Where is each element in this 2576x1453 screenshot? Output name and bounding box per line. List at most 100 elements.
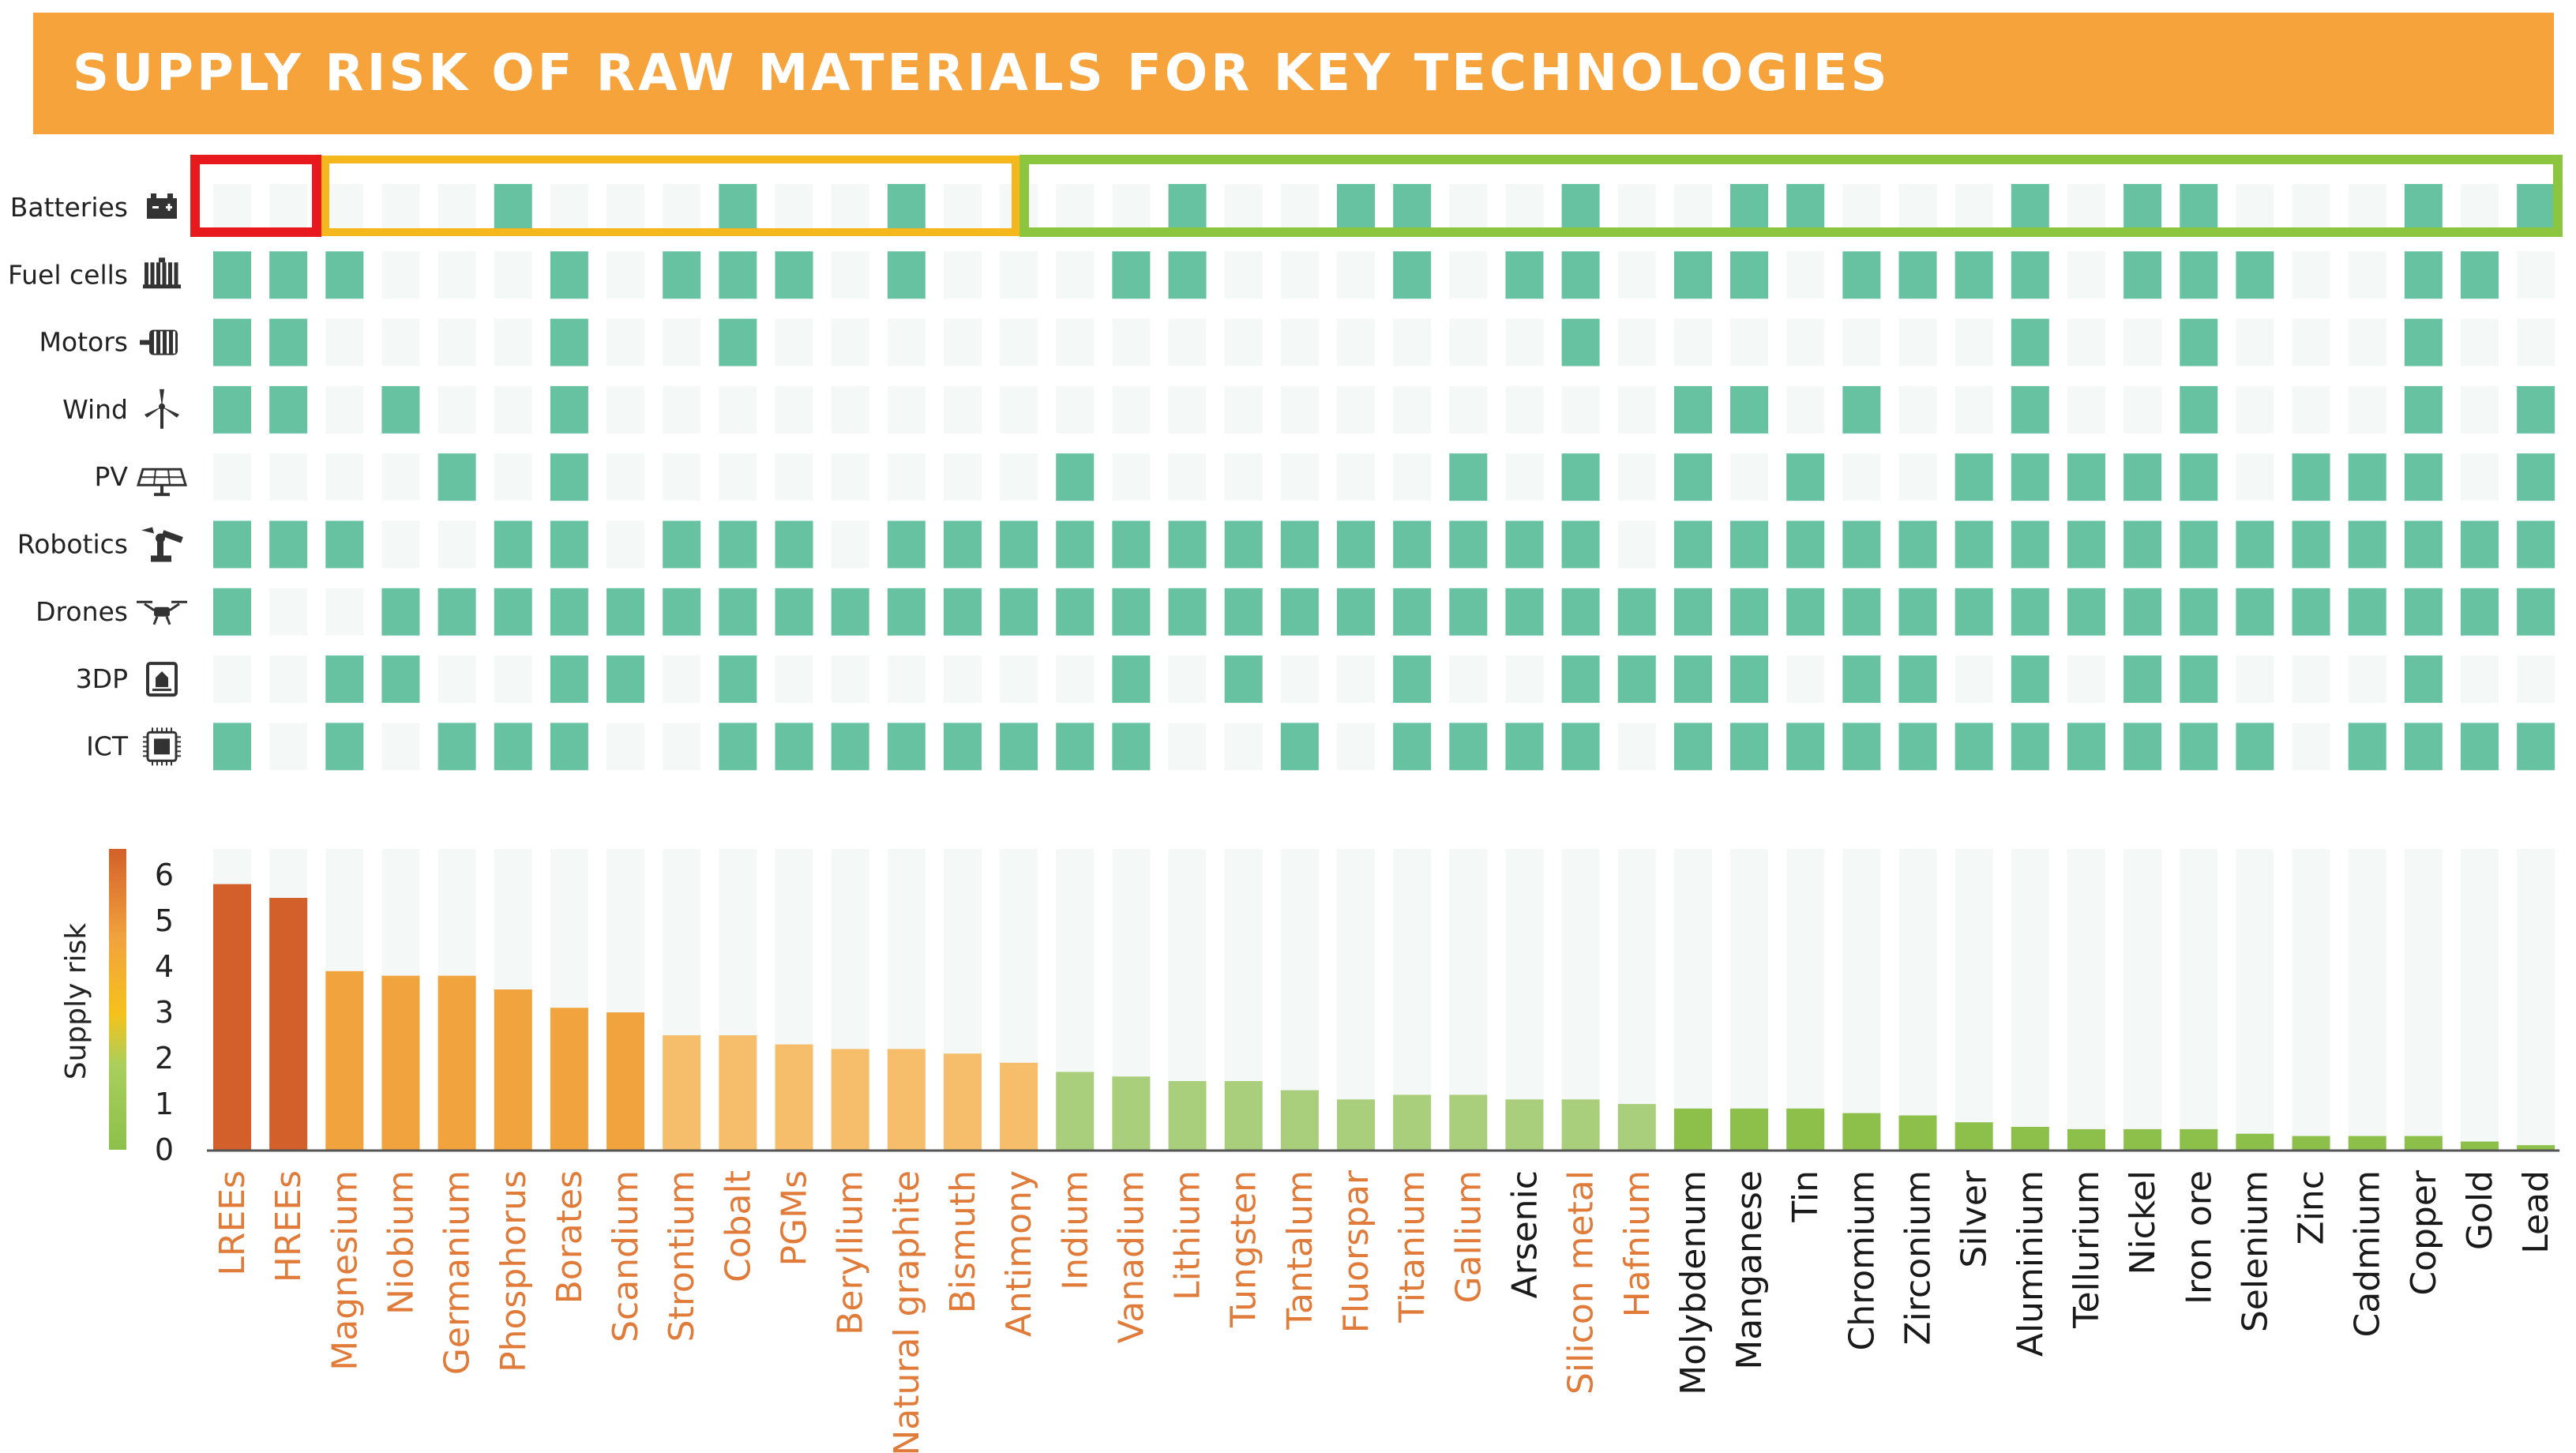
cell-fuel-cells-beryllium-unused [831, 251, 869, 299]
cell-drones-manganese-used [1730, 588, 1769, 636]
cell-drones-aluminium-used [2011, 588, 2049, 636]
cell-wind-vanadium-unused [1112, 385, 1151, 434]
cell-batteries-niobium-unused [381, 184, 420, 231]
cell-wind-indium-unused [1056, 385, 1095, 434]
cell-motors-beryllium-unused [831, 318, 869, 366]
cell-drones-antimony-used [1000, 588, 1038, 636]
cell-wind-molybdenum-used [1673, 385, 1712, 434]
cell-batteries-tin-used [1786, 184, 1825, 231]
cell-ict-cadmium-used [2348, 723, 2386, 771]
cell-batteries-copper-used [2404, 184, 2443, 231]
cell-3dp-niobium-used [381, 655, 420, 704]
cell-fuel-cells-zirconium-used [1898, 251, 1937, 299]
cell-3dp-hafnium-used [1617, 655, 1656, 704]
cell-drones-silver-used [1955, 588, 1993, 636]
cell-robotics-niobium-unused [381, 520, 420, 569]
cell-motors-aluminium-used [2011, 318, 2049, 366]
cell-fuel-cells-vanadium-used [1112, 251, 1151, 299]
bar-indium [1056, 1072, 1095, 1150]
battery-icon [147, 193, 177, 219]
cell-wind-magnesium-unused [325, 385, 364, 434]
cell-batteries-tungsten-unused [1224, 184, 1263, 231]
cell-motors-hrees-used [269, 318, 308, 366]
bar-scandium [606, 1012, 645, 1150]
cell-pv-cadmium-used [2348, 453, 2386, 501]
cell-fuel-cells-tin-unused [1786, 251, 1825, 299]
cell-wind-gallium-unused [1449, 385, 1488, 434]
cell-batteries-magnesium-unused [325, 184, 364, 231]
cell-pv-bismuth-unused [943, 453, 982, 501]
x-tick-label-magnesium: Magnesium [325, 1170, 365, 1371]
cell-motors-titanium-unused [1393, 318, 1432, 366]
medium-risk-group-box [321, 156, 1020, 236]
cell-wind-nickel-unused [2124, 385, 2162, 434]
cell-3dp-hrees-unused [269, 655, 308, 704]
cell-motors-zirconium-unused [1898, 318, 1937, 366]
cell-fuel-cells-nickel-used [2124, 251, 2162, 299]
bar-silicon-metal [1561, 1099, 1600, 1150]
cell-fuel-cells-selenium-used [2236, 251, 2274, 299]
x-tick-label-chromium: Chromium [1842, 1170, 1882, 1351]
bar-titanium [1393, 1094, 1432, 1150]
cell-batteries-arsenic-unused [1505, 184, 1544, 231]
cell-wind-lithium-unused [1168, 385, 1207, 434]
bar-aluminium [2011, 1127, 2049, 1150]
cell-motors-niobium-unused [381, 318, 420, 366]
cell-motors-lithium-unused [1168, 318, 1207, 366]
cell-motors-borates-used [550, 318, 588, 366]
bar-hrees [269, 898, 308, 1150]
cell-fuel-cells-niobium-unused [381, 251, 420, 299]
cell-3dp-copper-used [2404, 655, 2443, 704]
cell-batteries-lithium-used [1168, 184, 1207, 231]
cell-pv-chromium-unused [1842, 453, 1881, 501]
cell-pv-tin-used [1786, 453, 1825, 501]
cell-3dp-iron-ore-used [2180, 655, 2218, 704]
cell-robotics-cobalt-used [719, 520, 757, 569]
solar-panel-icon [136, 467, 188, 497]
cell-robotics-nickel-used [2124, 520, 2162, 569]
cell-wind-tin-unused [1786, 385, 1825, 434]
cell-robotics-molybdenum-used [1673, 520, 1712, 569]
x-tick-label-tellurium: Tellurium [2067, 1170, 2107, 1329]
cell-3dp-pgms-unused [775, 655, 813, 704]
cell-wind-scandium-unused [606, 385, 645, 434]
cell-ict-niobium-unused [381, 723, 420, 771]
cell-drones-lithium-used [1168, 588, 1207, 636]
cell-fuel-cells-aluminium-used [2011, 251, 2049, 299]
cell-ict-aluminium-used [2011, 723, 2049, 771]
cell-ict-hrees-unused [269, 723, 308, 771]
bar-track-tin [1786, 849, 1825, 1150]
cell-3dp-antimony-unused [1000, 655, 1038, 704]
cell-wind-niobium-used [381, 385, 420, 434]
cell-batteries-iron-ore-used [2180, 184, 2218, 231]
high-risk-group-box [190, 155, 321, 237]
cell-wind-germanium-unused [437, 385, 476, 434]
cell-pv-manganese-unused [1730, 453, 1769, 501]
cell-fuel-cells-zinc-unused [2292, 251, 2330, 299]
bar-beryllium [831, 1049, 869, 1150]
cell-robotics-tungsten-used [1224, 520, 1263, 569]
cell-ict-strontium-unused [663, 723, 701, 771]
cell-fuel-cells-antimony-unused [1000, 251, 1038, 299]
cell-robotics-strontium-used [663, 520, 701, 569]
cell-batteries-cobalt-used [719, 184, 757, 231]
cell-fuel-cells-indium-unused [1056, 251, 1095, 299]
cell-ict-manganese-used [1730, 723, 1769, 771]
cell-fuel-cells-gallium-unused [1449, 251, 1488, 299]
cell-robotics-beryllium-unused [831, 520, 869, 569]
cell-batteries-fluorspar-used [1337, 184, 1375, 231]
x-tick-label-niobium: Niobium [381, 1170, 421, 1315]
cell-wind-phosphorus-unused [494, 385, 532, 434]
x-tick-label-lrees: LREEs [212, 1170, 253, 1276]
cell-fuel-cells-titanium-used [1393, 251, 1432, 299]
cell-pv-cobalt-unused [719, 453, 757, 501]
cell-ict-zirconium-used [1898, 723, 1937, 771]
cell-ict-indium-used [1056, 723, 1095, 771]
row-label-3dp: 3DP [76, 663, 128, 694]
cell-robotics-gallium-used [1449, 520, 1488, 569]
cell-motors-lead-unused [2517, 318, 2555, 366]
cell-robotics-arsenic-used [1505, 520, 1544, 569]
cell-fuel-cells-silver-used [1955, 251, 1993, 299]
bar-track-zinc [2292, 849, 2330, 1150]
x-tick-label-fluorspar: Fluorspar [1336, 1170, 1376, 1333]
